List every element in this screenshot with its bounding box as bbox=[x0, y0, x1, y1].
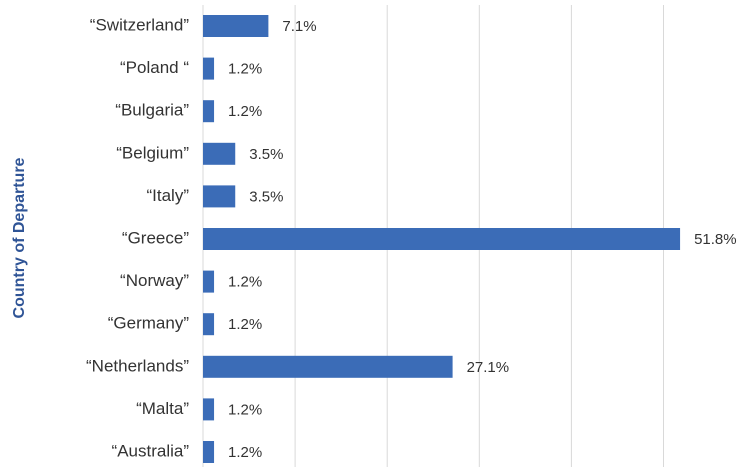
bar bbox=[203, 398, 215, 421]
data-label: 1.2% bbox=[228, 444, 262, 461]
data-label: 1.2% bbox=[228, 103, 262, 120]
bar bbox=[203, 185, 236, 208]
y-tick-label: “Bulgaria” bbox=[115, 101, 189, 120]
data-label: 1.2% bbox=[228, 61, 262, 78]
bar bbox=[203, 355, 453, 378]
y-tick-label: “Belgium” bbox=[116, 143, 189, 162]
y-tick-label: “Greece” bbox=[122, 228, 189, 247]
data-label: 3.5% bbox=[249, 188, 283, 205]
data-label: 51.8% bbox=[694, 231, 737, 248]
bar bbox=[203, 100, 215, 123]
bar bbox=[203, 142, 236, 165]
data-label: 1.2% bbox=[228, 274, 262, 291]
y-tick-label: “Italy” bbox=[147, 186, 190, 205]
data-label: 27.1% bbox=[467, 359, 510, 376]
data-label: 3.5% bbox=[249, 146, 283, 163]
y-axis-title: Country of Departure bbox=[11, 157, 28, 318]
y-tick-label: “Germany” bbox=[108, 314, 190, 333]
y-tick-label: “Malta” bbox=[136, 399, 189, 418]
bar bbox=[203, 270, 215, 293]
y-tick-label: “Poland “ bbox=[120, 58, 189, 77]
y-tick-label: “Australia” bbox=[112, 441, 190, 460]
data-label: 1.2% bbox=[228, 316, 262, 333]
data-label: 1.2% bbox=[228, 401, 262, 418]
y-tick-label: “Norway” bbox=[120, 271, 189, 290]
bar bbox=[203, 441, 215, 463]
y-tick-label: “Netherlands” bbox=[86, 356, 189, 375]
bar bbox=[203, 313, 215, 336]
bar bbox=[203, 228, 681, 250]
bar bbox=[203, 57, 215, 80]
data-label: 7.1% bbox=[282, 18, 316, 35]
bar bbox=[203, 15, 269, 37]
y-tick-label: “Switzerland” bbox=[90, 15, 190, 34]
